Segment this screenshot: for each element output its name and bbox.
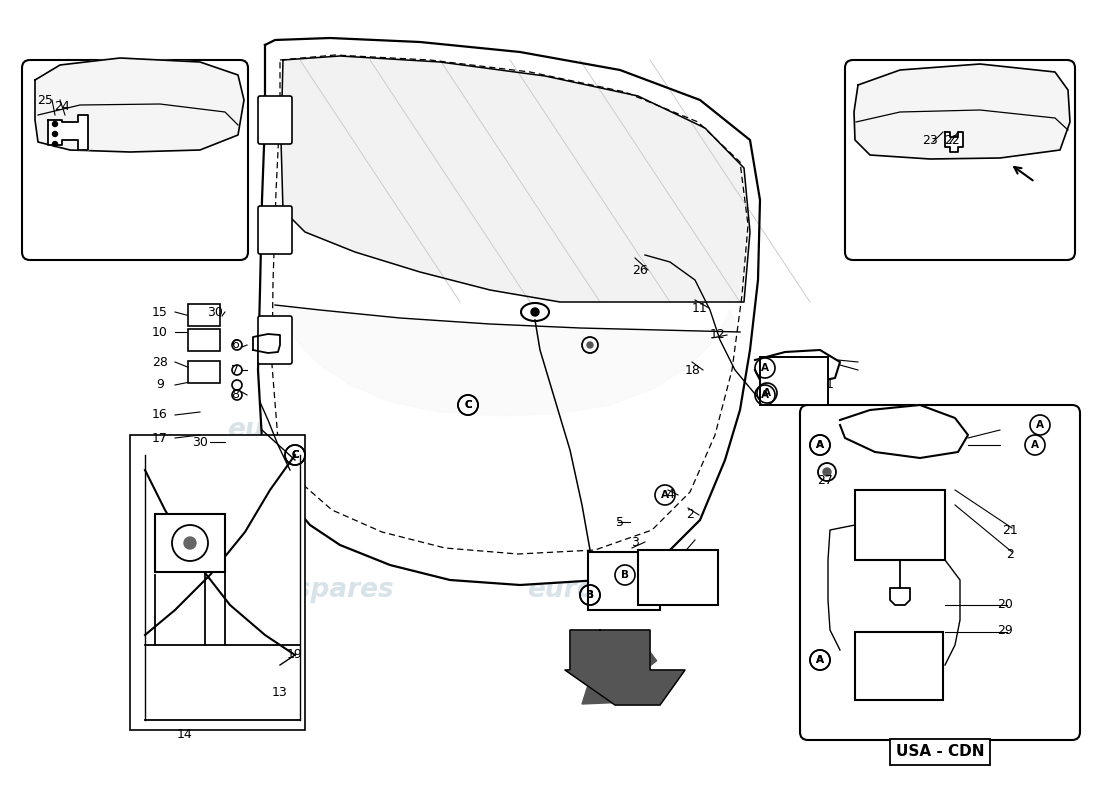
Text: 26: 26 (632, 263, 648, 277)
Text: 16: 16 (152, 409, 168, 422)
FancyBboxPatch shape (258, 206, 292, 254)
Text: eurospares: eurospares (527, 577, 693, 603)
Text: 13: 13 (272, 686, 288, 698)
Text: 21: 21 (1002, 523, 1018, 537)
Polygon shape (280, 56, 750, 302)
Text: 28: 28 (152, 355, 168, 369)
Text: eurospares: eurospares (352, 227, 518, 253)
Bar (588, 552, 660, 610)
Text: 2: 2 (686, 509, 694, 522)
Text: 4: 4 (667, 489, 674, 502)
Text: 1: 1 (826, 378, 834, 391)
Bar (638, 550, 718, 605)
Text: A: A (761, 390, 769, 400)
FancyBboxPatch shape (845, 60, 1075, 260)
Circle shape (184, 537, 196, 549)
Polygon shape (565, 630, 685, 705)
Text: 3: 3 (631, 535, 639, 549)
FancyBboxPatch shape (22, 60, 248, 260)
Text: C: C (464, 400, 472, 410)
Text: 10: 10 (152, 326, 168, 338)
Bar (188, 304, 220, 326)
Text: 30: 30 (207, 306, 223, 318)
Text: eurospares: eurospares (227, 417, 394, 443)
Polygon shape (48, 115, 88, 150)
Polygon shape (35, 58, 244, 152)
Text: 18: 18 (685, 363, 701, 377)
FancyBboxPatch shape (800, 405, 1080, 740)
Text: A: A (763, 388, 771, 398)
FancyArrow shape (582, 643, 657, 704)
Text: B: B (586, 590, 594, 600)
Text: C: C (292, 450, 299, 460)
Text: A: A (816, 655, 824, 665)
Text: 8: 8 (231, 389, 239, 402)
Text: 7: 7 (231, 363, 239, 377)
Text: A: A (816, 440, 824, 450)
Text: 25: 25 (37, 94, 53, 106)
FancyBboxPatch shape (258, 96, 292, 144)
Text: 22: 22 (944, 134, 960, 146)
Polygon shape (854, 64, 1070, 159)
Text: B: B (621, 570, 629, 580)
Circle shape (531, 308, 539, 316)
Circle shape (53, 142, 57, 146)
Text: 23: 23 (922, 134, 938, 146)
Bar (855, 490, 945, 560)
Text: 19: 19 (287, 649, 303, 662)
Polygon shape (272, 305, 740, 416)
Text: 6: 6 (231, 338, 239, 351)
Bar (188, 329, 220, 351)
Text: C: C (464, 400, 472, 410)
Text: A: A (661, 490, 669, 500)
Text: A: A (816, 655, 824, 665)
Bar (855, 632, 943, 700)
Text: 15: 15 (152, 306, 168, 318)
Circle shape (53, 131, 57, 137)
Text: 11: 11 (692, 302, 708, 314)
Polygon shape (840, 405, 968, 458)
Text: 5: 5 (616, 515, 624, 529)
Polygon shape (945, 132, 962, 152)
Text: A: A (761, 363, 769, 373)
Text: 12: 12 (711, 329, 726, 342)
Text: 27: 27 (817, 474, 833, 486)
Text: eurospares: eurospares (527, 417, 693, 443)
Circle shape (823, 468, 830, 476)
Circle shape (53, 122, 57, 126)
Text: C: C (292, 450, 299, 460)
Text: A: A (1036, 420, 1044, 430)
Text: 30: 30 (192, 435, 208, 449)
Text: 29: 29 (997, 623, 1013, 637)
FancyBboxPatch shape (258, 316, 292, 364)
Polygon shape (258, 38, 760, 585)
Text: eurospares: eurospares (227, 577, 394, 603)
Text: USA - CDN: USA - CDN (895, 745, 984, 759)
Text: 14: 14 (177, 729, 192, 742)
Bar (188, 361, 220, 383)
Text: B: B (586, 590, 594, 600)
Bar (760, 357, 828, 405)
Text: eurospares: eurospares (517, 437, 683, 463)
Text: A: A (1031, 440, 1040, 450)
Text: 24: 24 (54, 101, 70, 114)
Text: 17: 17 (152, 431, 168, 445)
Polygon shape (755, 350, 840, 385)
Text: 2: 2 (1006, 549, 1014, 562)
Bar (155, 514, 226, 572)
Circle shape (587, 342, 593, 348)
Text: 20: 20 (997, 598, 1013, 611)
Bar (130, 435, 305, 730)
Text: 9: 9 (156, 378, 164, 391)
Text: A: A (816, 440, 824, 450)
